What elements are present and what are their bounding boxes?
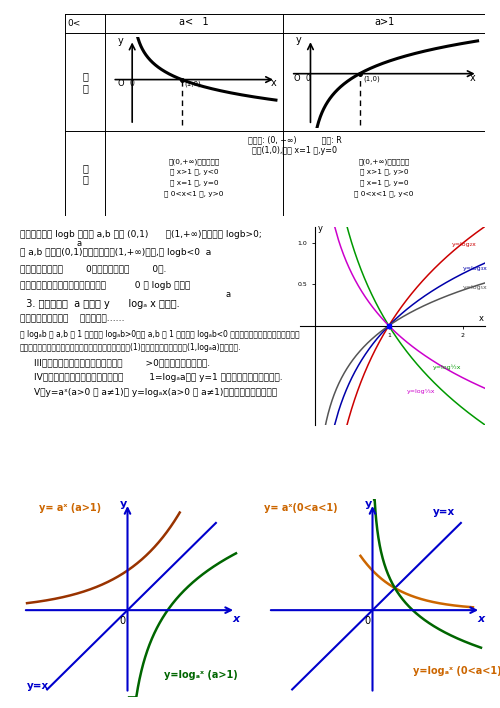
Text: O: O [118,79,124,88]
Text: 口诀：底真同大于        0（底真不同小于        0）.: 口诀：底真同大于 0（底真不同小于 0）. [20,265,166,273]
Text: 重要结论：在 logb 中，当 a,b 同在 (0,1)      或(1,+∞)内时，有 logb>0;: 重要结论：在 logb 中，当 a,b 同在 (0,1) 或(1,+∞)内时，有… [20,229,262,239]
Text: 过点(1,0),即当 x=1 时,y=0: 过点(1,0),即当 x=1 时,y=0 [252,147,338,155]
Text: y=log½x: y=log½x [433,365,462,370]
Text: (1,0): (1,0) [184,81,201,87]
Text: a: a [331,239,336,249]
Text: x: x [232,614,239,624]
Text: y: y [120,499,128,509]
Text: y= aˣ(0<a<1): y= aˣ(0<a<1) [264,503,338,513]
Text: 当 x>1 时, y>0: 当 x>1 时, y>0 [360,169,408,176]
Text: 不，两底互对应的对数函数，底数不同真数也不同利用(1)的知识不能解决的就用(1,logₐa)进行传递.: 不，两底互对应的对数函数，底数不同真数也不同利用(1)的知识不能解决的就用(1,… [20,343,242,353]
Text: 0<: 0< [67,19,80,28]
Text: 【其中，底指底数，真指真数，大于          0 指 logb 的值】: 【其中，底指底数，真指真数，大于 0 指 logb 的值】 [20,281,190,290]
Text: y=log₃x: y=log₃x [463,266,487,270]
Text: 0: 0 [120,616,126,626]
Text: y=x: y=x [27,682,50,692]
Text: y=log₅x: y=log₅x [463,285,487,290]
Text: a<   1: a< 1 [180,17,209,27]
Text: 在(0,+∞)上是增函数: 在(0,+∞)上是增函数 [358,158,410,165]
Text: 当 x=1 时, y=0: 当 x=1 时, y=0 [170,179,218,186]
Text: y=logₐˣ (a>1): y=logₐˣ (a>1) [164,670,238,680]
Text: y: y [318,224,323,233]
Text: y=log₂x: y=log₂x [452,241,476,246]
Text: 当 x>1 时, y<0: 当 x>1 时, y<0 [170,169,218,176]
Text: 了 logₐb 与 a,b 在 1 的同侧时 logₐb>0，当 a,b 在 1 的异侧时 logₐb<0 且，对数函数的单调性由底数决定的，底数不相同的: 了 logₐb 与 a,b 在 1 的同侧时 logₐb>0，当 a,b 在 1… [20,331,336,339]
Text: x: x [477,614,484,624]
Text: x: x [470,72,476,83]
Text: 当 0<x<1 时, y>0: 当 0<x<1 时, y>0 [164,190,224,197]
Text: x: x [479,314,484,323]
Text: 在(0,+∞)上是减函数: 在(0,+∞)上是减函数 [168,158,220,165]
Text: y= aˣ (a>1): y= aˣ (a>1) [39,503,101,513]
Text: III、求指数型函数的定义域要求真数        >0，值域求法用单调性.: III、求指数型函数的定义域要求真数 >0，值域求法用单调性. [34,358,210,367]
Text: O: O [294,74,300,83]
Text: a>1: a>1 [374,17,394,27]
Text: y=x: y=x [433,507,455,517]
Text: 0: 0 [364,616,370,626]
Text: IV、分清不同底的对数函数图象利用         1=logₐa，用 y=1 去截图象得到对应的底数.: IV、分清不同底的对数函数图象利用 1=logₐa，用 y=1 去截图象得到对应… [34,373,283,382]
Text: 当 0<x<1 时, y<0: 当 0<x<1 时, y<0 [354,190,414,197]
Text: y: y [296,35,302,45]
Text: 提示：底大枝头低，    头低尾巴翘……: 提示：底大枝头低， 头低尾巴翘…… [20,315,124,324]
Text: 定义域: (0, +∞)          值域: R: 定义域: (0, +∞) 值域: R [248,135,342,144]
Text: y: y [118,35,123,45]
Text: y=log⅓x: y=log⅓x [408,389,436,394]
Text: a: a [226,290,230,299]
Text: 3. 如图，底数  a 对函数 y      logₐ x 的影响.: 3. 如图，底数 a 对函数 y logₐ x 的影响. [20,299,180,309]
Text: x: x [271,79,276,88]
Text: (1,0): (1,0) [364,76,380,82]
Text: 0: 0 [306,74,310,83]
Text: y: y [366,499,372,509]
Text: 当 a,b 不同在(0,1)内，或不同在(1,+∞)内时,有 logb<0  a: 当 a,b 不同在(0,1)内，或不同在(1,+∞)内时,有 logb<0 a [20,248,211,257]
Text: 0: 0 [130,79,134,88]
Text: 当 x=1 时, y=0: 当 x=1 时, y=0 [360,179,408,186]
Text: V、y=aˣ(a>0 且 a≠1)与 y=logₐx(a>0 且 a≠1)互为反函数，图象关于              y=x 对称.: V、y=aˣ(a>0 且 a≠1)与 y=logₐx(a>0 且 a≠1)互为反… [34,388,352,396]
Text: 性
质: 性 质 [82,163,88,184]
Text: y=logₐˣ (0<a<1): y=logₐˣ (0<a<1) [412,666,500,675]
Text: a: a [76,239,82,249]
Text: 图
像: 图 像 [82,72,88,93]
